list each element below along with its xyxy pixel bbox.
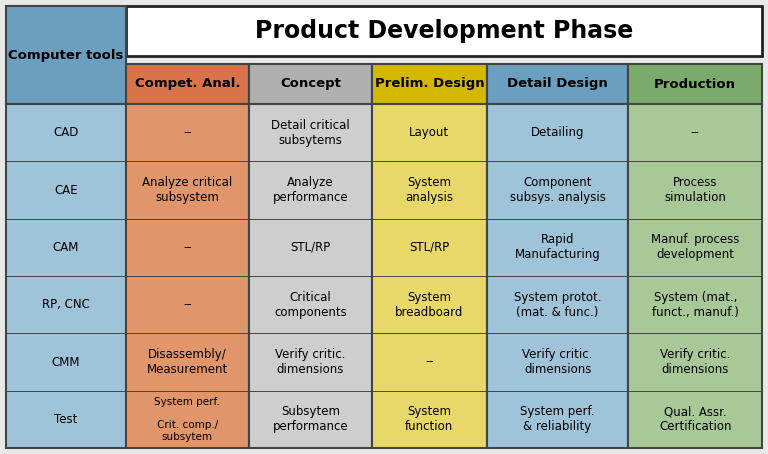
- Text: Compet. Anal.: Compet. Anal.: [134, 78, 240, 90]
- Text: System (mat.,
funct., manuf.): System (mat., funct., manuf.): [652, 291, 739, 319]
- FancyBboxPatch shape: [487, 104, 628, 448]
- FancyBboxPatch shape: [6, 6, 126, 104]
- Text: Manuf. process
development: Manuf. process development: [651, 233, 740, 262]
- Text: Component
subsys. analysis: Component subsys. analysis: [510, 176, 605, 204]
- Text: STL/RP: STL/RP: [290, 241, 330, 254]
- Text: System
function: System function: [406, 405, 453, 433]
- Text: --: --: [425, 355, 434, 369]
- Text: Prelim. Design: Prelim. Design: [375, 78, 484, 90]
- Text: CAM: CAM: [53, 241, 79, 254]
- Text: Production: Production: [654, 78, 737, 90]
- Text: Analyze critical
subsystem: Analyze critical subsystem: [142, 176, 233, 204]
- Text: STL/RP: STL/RP: [409, 241, 449, 254]
- FancyBboxPatch shape: [126, 6, 762, 56]
- Text: Layout: Layout: [409, 126, 449, 139]
- Text: Analyze
performance: Analyze performance: [273, 176, 348, 204]
- Text: Verify critic.
dimensions: Verify critic. dimensions: [660, 348, 730, 376]
- FancyBboxPatch shape: [628, 64, 762, 104]
- Text: --: --: [691, 126, 700, 139]
- Text: System protot.
(mat. & func.): System protot. (mat. & func.): [514, 291, 601, 319]
- Text: Critical
components: Critical components: [274, 291, 346, 319]
- Text: Concept: Concept: [280, 78, 341, 90]
- Text: Computer tools: Computer tools: [8, 49, 124, 61]
- Text: --: --: [183, 241, 192, 254]
- Text: Detail Design: Detail Design: [507, 78, 608, 90]
- Text: CAE: CAE: [54, 183, 78, 197]
- Text: Process
simulation: Process simulation: [664, 176, 727, 204]
- Text: CMM: CMM: [51, 355, 80, 369]
- Text: Test: Test: [55, 413, 78, 426]
- FancyBboxPatch shape: [372, 104, 487, 448]
- Text: System
breadboard: System breadboard: [396, 291, 464, 319]
- Text: Detail critical
subsytems: Detail critical subsytems: [271, 118, 349, 147]
- Text: Subsytem
performance: Subsytem performance: [273, 405, 348, 433]
- Text: Detailing: Detailing: [531, 126, 584, 139]
- FancyBboxPatch shape: [372, 64, 487, 104]
- Text: Verify critic.
dimensions: Verify critic. dimensions: [522, 348, 593, 376]
- Text: --: --: [183, 298, 192, 311]
- FancyBboxPatch shape: [6, 104, 126, 448]
- Text: Qual. Assr.
Certification: Qual. Assr. Certification: [659, 405, 731, 433]
- FancyBboxPatch shape: [126, 64, 249, 104]
- FancyBboxPatch shape: [249, 64, 372, 104]
- FancyBboxPatch shape: [487, 64, 628, 104]
- Text: System perf.
& reliability: System perf. & reliability: [521, 405, 595, 433]
- FancyBboxPatch shape: [249, 104, 372, 448]
- Text: CAD: CAD: [53, 126, 78, 139]
- FancyBboxPatch shape: [126, 104, 249, 448]
- Text: Product Development Phase: Product Development Phase: [255, 19, 633, 43]
- Text: System
analysis: System analysis: [406, 176, 453, 204]
- FancyBboxPatch shape: [628, 104, 762, 448]
- Text: Verify critic.
dimensions: Verify critic. dimensions: [275, 348, 346, 376]
- Text: System perf.

Crit. comp./
subsytem: System perf. Crit. comp./ subsytem: [154, 397, 220, 442]
- Text: --: --: [183, 126, 192, 139]
- Text: Rapid
Manufacturing: Rapid Manufacturing: [515, 233, 601, 262]
- Text: Disassembly/
Measurement: Disassembly/ Measurement: [147, 348, 228, 376]
- Text: RP, CNC: RP, CNC: [42, 298, 90, 311]
